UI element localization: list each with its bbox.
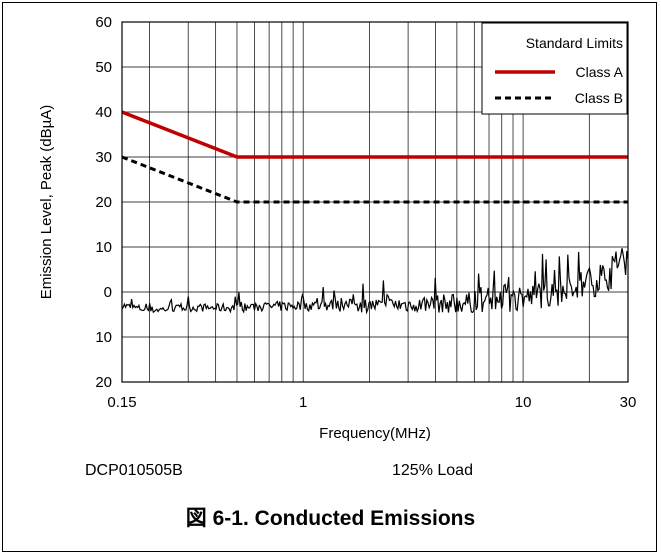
legend-class-a-label: Class A (576, 64, 624, 80)
y-tick-labels: 60 50 40 30 20 10 0 10 20 (95, 14, 112, 391)
x-tick-label: 1 (299, 394, 307, 411)
device-label: DCP010505B (85, 462, 183, 479)
y-tick-label: 60 (95, 14, 112, 31)
y-tick-label: 50 (95, 59, 112, 76)
x-tick-label: 30 (620, 394, 637, 411)
y-tick-label: 10 (95, 329, 112, 346)
emissions-chart: 60 50 40 30 20 10 0 10 20 0.15 1 10 30 Frequency(MH… (38, 14, 636, 442)
measured-emission-trace (121, 248, 629, 315)
y-tick-label: 40 (95, 104, 112, 121)
y-tick-label: 20 (95, 374, 112, 391)
legend: Standard Limits Class A Class B (481, 22, 628, 115)
y-tick-label: 30 (95, 149, 112, 166)
load-label: 125% Load (392, 462, 473, 479)
y-tick-label: 20 (95, 194, 112, 211)
plot-border (121, 21, 629, 383)
legend-title: Standard Limits (526, 35, 623, 51)
series-layer (121, 110, 629, 315)
x-tick-label: 10 (515, 394, 532, 411)
x-tick-labels: 0.15 1 10 30 (107, 394, 636, 411)
series-class-b-line (121, 155, 628, 204)
y-axis-label: Emission Level, Peak (dBµA) (38, 105, 55, 300)
y-tick-label: 10 (95, 239, 112, 256)
x-axis-label: Frequency(MHz) (319, 425, 431, 442)
legend-class-b-label: Class B (575, 90, 623, 106)
series-class-a-line (121, 110, 628, 159)
x-tick-label: 0.15 (107, 394, 136, 411)
y-tick-label: 0 (104, 284, 112, 301)
figure-caption: 図 6-1. Conducted Emissions (185, 507, 476, 530)
